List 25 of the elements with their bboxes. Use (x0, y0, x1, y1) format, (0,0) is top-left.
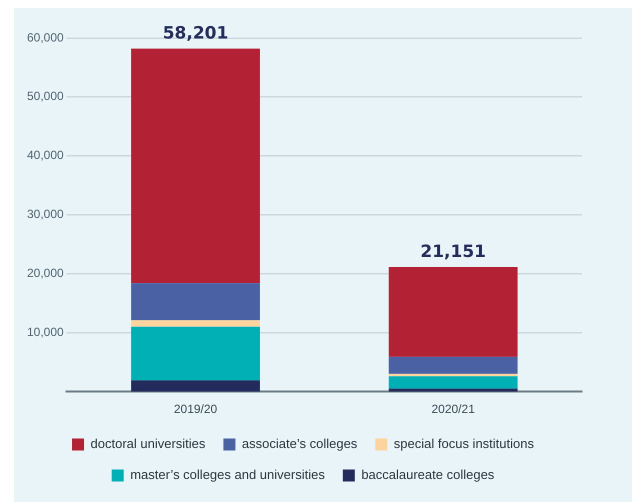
total-label: 21,151 (420, 242, 486, 262)
legend-label: master’s colleges and universities (130, 467, 326, 482)
bar (131, 326, 260, 380)
bar (388, 374, 518, 376)
y-tick-label: 60,000 (27, 30, 64, 44)
x-tick-label: 2019/20 (174, 402, 218, 416)
bar (388, 388, 518, 392)
y-tick-label: 50,000 (27, 89, 64, 104)
bar (131, 283, 260, 320)
legend-label: special focus institutions (394, 436, 534, 452)
y-tick-label: 30,000 (27, 207, 64, 222)
bar (131, 380, 260, 392)
bar (388, 356, 518, 374)
bar (131, 320, 260, 327)
y-tick-label: 40,000 (27, 148, 64, 162)
bar (388, 266, 518, 357)
x-tick-label: 2020/21 (431, 402, 476, 416)
total-label: 58,201 (162, 24, 228, 44)
legend-label: associate’s colleges (242, 436, 358, 452)
bar (131, 48, 260, 284)
legend-label: baccalaureate colleges (361, 467, 495, 482)
legend-label: doctoral universities (90, 436, 206, 452)
y-tick-label: 20,000 (27, 266, 64, 280)
bar (388, 376, 518, 389)
y-tick-label: 10,000 (27, 324, 64, 339)
